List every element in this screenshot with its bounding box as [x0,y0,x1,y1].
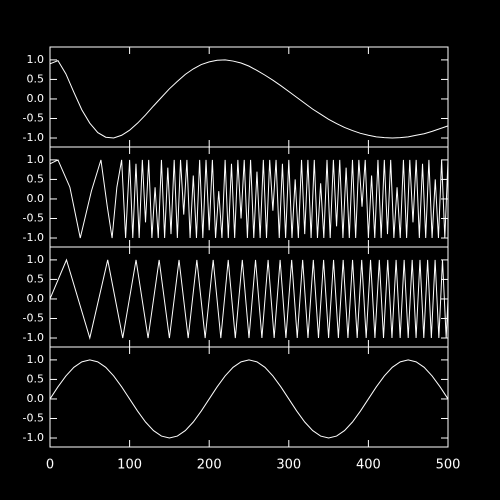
y-tick-label: -0.5 [23,211,44,224]
x-tick-label: 300 [276,458,301,473]
y-tick-label: 1.0 [27,153,45,166]
data-line [49,59,449,139]
y-tick-label: 1.0 [27,53,45,66]
y-tick-label: -1.0 [23,231,44,244]
y-tick-label: 1.0 [27,353,45,366]
x-tick-label: 500 [436,458,461,473]
y-tick-label: 0.5 [27,272,45,285]
y-tick-label: -1.0 [23,431,44,444]
y-tick-label: 0.5 [27,372,45,385]
x-tick-label: 0 [46,458,54,473]
x-tick-label: 400 [356,458,381,473]
y-tick-label: 0.0 [27,92,45,105]
y-tick-label: 0.5 [27,72,45,85]
data-line [49,359,449,439]
y-tick-label: 0.0 [27,292,45,305]
y-tick-label: 1.0 [27,253,45,266]
y-tick-label: -1.0 [23,131,44,144]
y-tick-label: -0.5 [23,311,44,324]
data-line [49,258,449,340]
y-tick-label: 0.0 [27,192,45,205]
y-tick-label: -0.5 [23,411,44,424]
plot-frame [49,46,449,148]
y-tick-label: 0.0 [27,392,45,405]
y-tick-label: -1.0 [23,331,44,344]
x-tick-label: 200 [197,458,222,473]
plot-frame [49,346,449,448]
x-tick-label: 100 [117,458,142,473]
data-line [49,159,449,239]
y-tick-label: -0.5 [23,111,44,124]
y-tick-label: 0.5 [27,172,45,185]
